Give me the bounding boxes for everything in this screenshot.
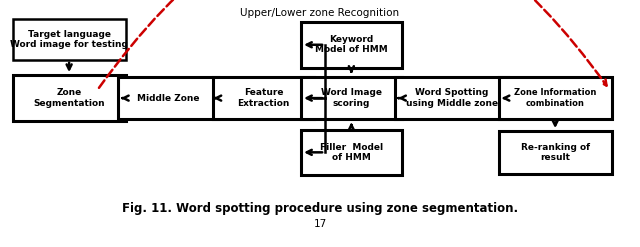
- Text: Keyword
Model of HMM: Keyword Model of HMM: [315, 35, 388, 54]
- FancyBboxPatch shape: [499, 77, 612, 120]
- FancyBboxPatch shape: [301, 22, 401, 68]
- Text: Word Image
scoring: Word Image scoring: [321, 88, 382, 108]
- Text: Word Spotting
using Middle zone: Word Spotting using Middle zone: [406, 88, 498, 108]
- FancyBboxPatch shape: [301, 77, 401, 120]
- FancyBboxPatch shape: [13, 19, 125, 60]
- Text: 17: 17: [314, 219, 326, 229]
- Text: Feature
Extraction: Feature Extraction: [237, 88, 290, 108]
- Text: Upper/Lower zone Recognition: Upper/Lower zone Recognition: [241, 8, 399, 18]
- FancyBboxPatch shape: [118, 77, 218, 120]
- FancyBboxPatch shape: [396, 77, 508, 120]
- Text: Filler  Model
of HMM: Filler Model of HMM: [320, 143, 383, 162]
- FancyBboxPatch shape: [13, 75, 125, 121]
- Text: Re-ranking of
result: Re-ranking of result: [520, 143, 590, 162]
- Text: Target language
Word image for testing: Target language Word image for testing: [10, 30, 128, 49]
- FancyArrowPatch shape: [99, 0, 607, 88]
- Text: Zone Information
combination: Zone Information combination: [514, 88, 596, 108]
- FancyBboxPatch shape: [499, 131, 612, 174]
- FancyBboxPatch shape: [301, 130, 401, 175]
- Text: Middle Zone: Middle Zone: [137, 94, 200, 103]
- FancyBboxPatch shape: [213, 77, 314, 120]
- Text: Fig. 11. Word spotting procedure using zone segmentation.: Fig. 11. Word spotting procedure using z…: [122, 202, 518, 215]
- Text: Zone
Segmentation: Zone Segmentation: [33, 88, 105, 108]
